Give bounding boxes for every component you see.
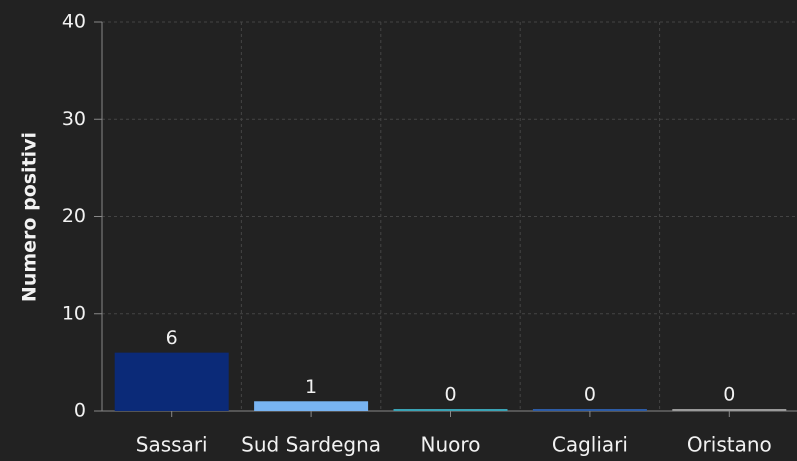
bar: [672, 409, 787, 411]
x-tick-label: Sud Sardegna: [241, 433, 381, 457]
bar: [114, 352, 229, 411]
y-tick-label: 10: [62, 302, 86, 324]
x-tick-label: Cagliari: [552, 433, 628, 457]
data-label: 0: [584, 384, 596, 406]
bar: [254, 401, 369, 411]
y-tick-label: 40: [62, 11, 86, 33]
data-label: 0: [723, 384, 735, 406]
data-label: 0: [444, 384, 456, 406]
x-tick-label: Nuoro: [421, 433, 481, 457]
x-tick-label: Oristano: [687, 433, 772, 457]
y-tick-label: 20: [62, 205, 86, 227]
bar: [393, 409, 508, 411]
y-tick-label: 30: [62, 108, 86, 130]
bar: [532, 409, 647, 411]
data-label: 1: [305, 376, 317, 398]
y-axis-label: Numero positivi: [19, 132, 41, 302]
data-label: 6: [166, 327, 178, 349]
y-tick-label: 0: [74, 400, 86, 422]
x-tick-label: Sassari: [136, 433, 208, 457]
